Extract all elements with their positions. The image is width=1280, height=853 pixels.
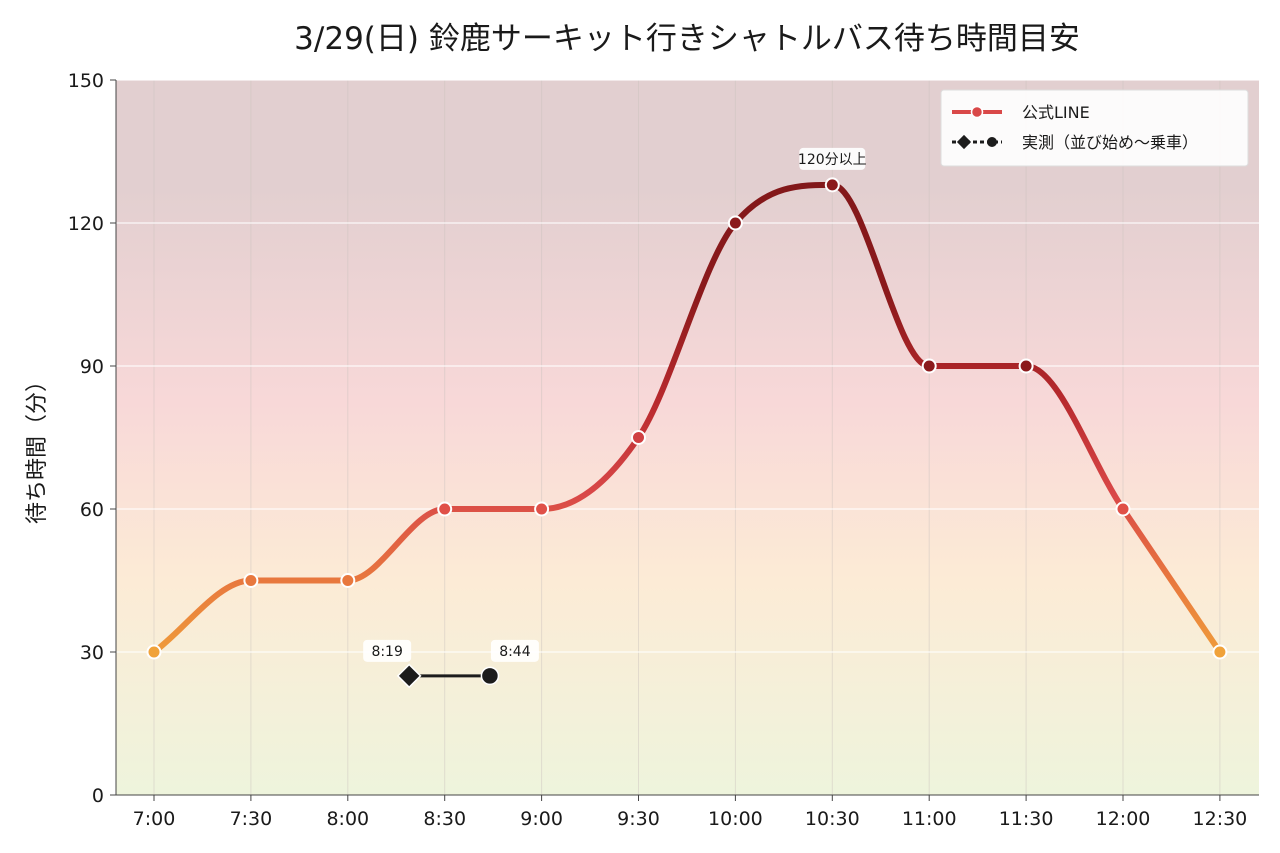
legend-measured-circle: [987, 137, 997, 147]
x-tick-label: 8:30: [423, 808, 466, 830]
legend-label-measured: 実測（並び始め〜乗車）: [1022, 133, 1198, 152]
official-point: [437, 501, 453, 517]
x-tick-label: 10:30: [805, 808, 860, 830]
x-tick-label: 12:00: [1096, 808, 1151, 830]
official-point: [534, 501, 550, 517]
official-point: [727, 215, 743, 231]
official-point: [146, 644, 162, 660]
official-point: [243, 573, 259, 588]
annotation-box: [799, 147, 866, 170]
y-tick-label: 90: [80, 356, 104, 378]
series-official-points: [146, 177, 1228, 660]
annotation-box: [490, 639, 539, 662]
annotations: 120分以上 8:19 8:44: [363, 147, 867, 662]
official-point: [1115, 501, 1131, 517]
horizontal-gridlines: [116, 79, 1259, 653]
official-point: [1212, 644, 1228, 660]
legend-measured-diamond: [956, 134, 972, 150]
y-tick-label: 120: [68, 213, 104, 235]
legend-label-official: 公式LINE: [1022, 103, 1090, 122]
official-point: [824, 177, 840, 193]
official-point: [631, 430, 646, 445]
x-tick-label: 10:00: [708, 808, 763, 830]
x-tick-label: 8:00: [326, 808, 369, 830]
x-tick-label: 9:00: [520, 808, 563, 830]
y-tick-label: 60: [80, 499, 104, 521]
legend-official-marker: [970, 105, 984, 119]
x-tick-label: 9:30: [617, 808, 660, 830]
x-tick-label: 11:00: [902, 808, 957, 830]
x-tick-label: 12:30: [1193, 808, 1248, 830]
legend: 公式LINE 実測（並び始め〜乗車）: [940, 89, 1249, 167]
x-axis-ticks: 7:00 7:30 8:00 8:30 9:00 9:30 10:00 10:30 11:00 1…: [133, 795, 1248, 830]
x-tick-label: 11:30: [999, 808, 1054, 830]
annotation-box: [363, 639, 412, 662]
official-point: [340, 573, 356, 588]
y-tick-label: 0: [92, 785, 104, 807]
official-point: [1018, 358, 1034, 374]
plot-area: [116, 80, 1259, 795]
official-point: [921, 358, 937, 374]
measured-start-diamond: [396, 663, 422, 689]
y-tick-label: 30: [80, 642, 104, 664]
annotation-label: 8:44: [499, 644, 531, 660]
measured-end-circle: [480, 666, 500, 686]
y-axis-ticks: 0 30 60 90 120 150: [68, 70, 116, 807]
annotation-label: 8:19: [371, 644, 402, 660]
chart-title: 3/29(日) 鈴鹿サーキット行きシャトルバス待ち時間目安: [294, 21, 1080, 57]
legend-box: [940, 89, 1249, 167]
x-tick-label: 7:30: [230, 808, 273, 830]
annotation-label: 120分以上: [798, 152, 867, 168]
x-tick-label: 7:00: [133, 808, 176, 830]
y-tick-label: 150: [68, 70, 104, 92]
y-axis-label: 待ち時間（分）: [25, 370, 50, 524]
series-measured: [396, 663, 500, 689]
